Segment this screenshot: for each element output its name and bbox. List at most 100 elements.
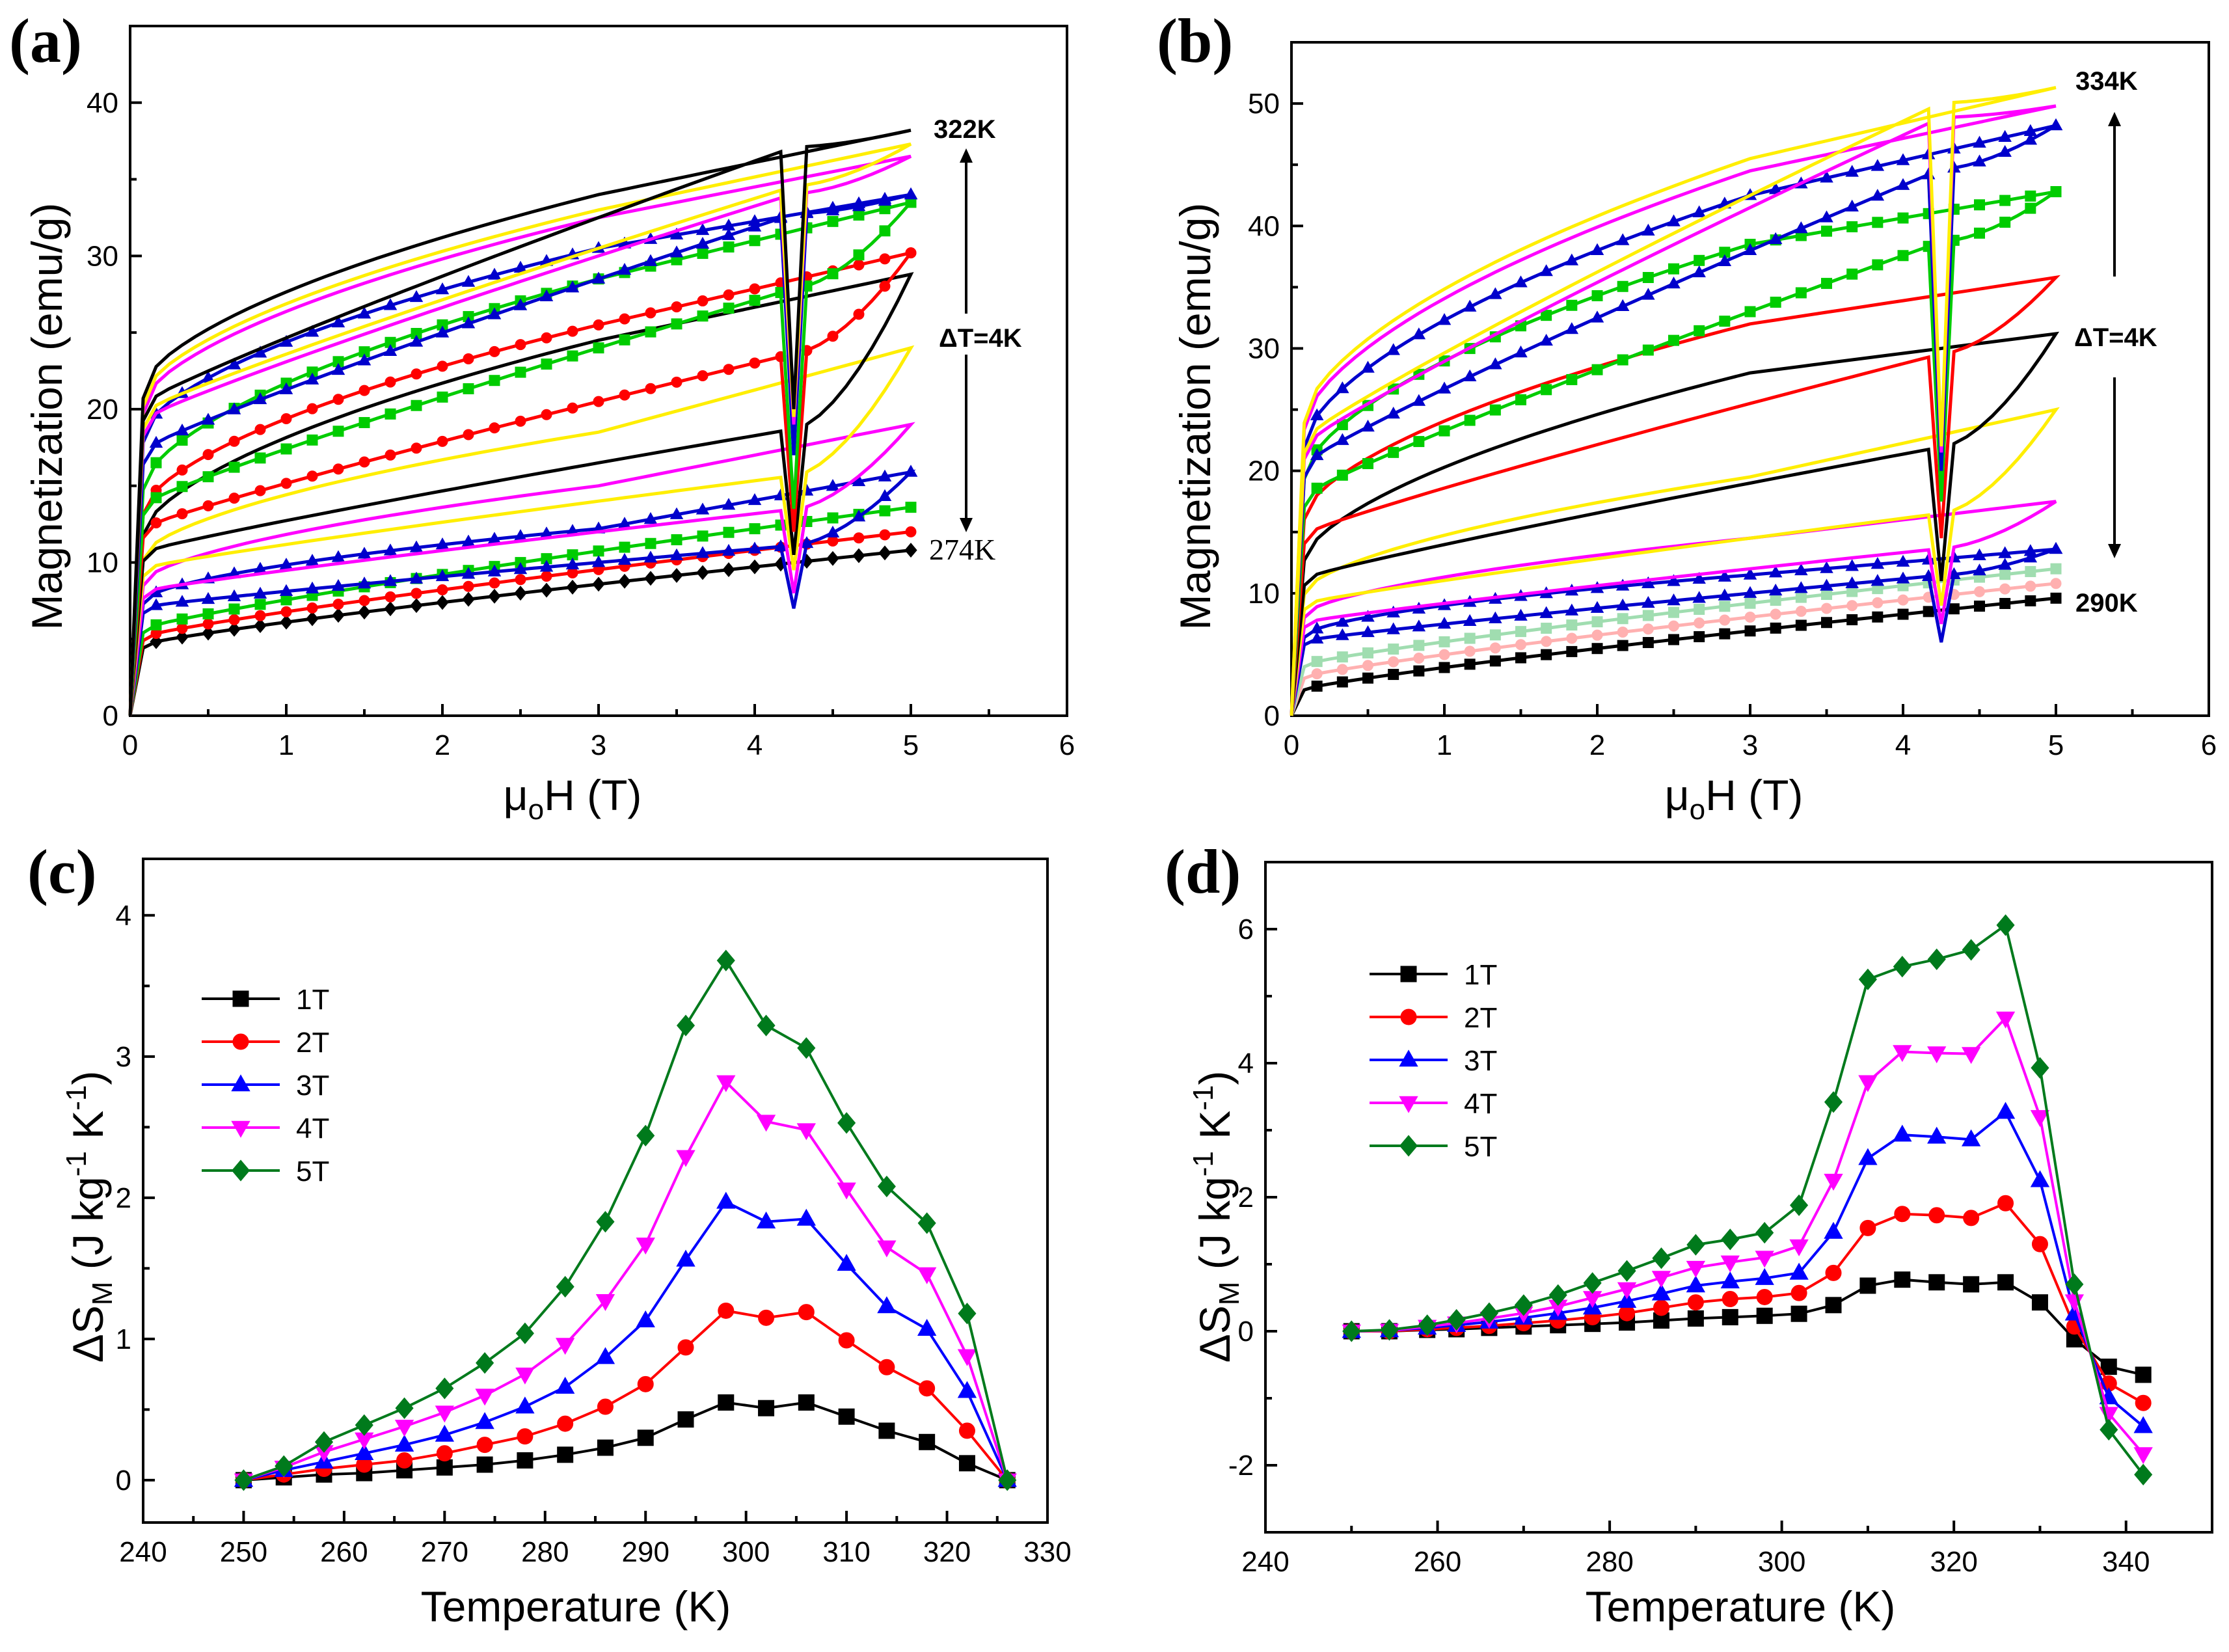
- mh-marker-a: [905, 502, 917, 513]
- mh-marker-a: [176, 613, 188, 625]
- mh-marker-a: [826, 550, 839, 566]
- x-tick-label-c: 280: [521, 1536, 569, 1568]
- mh-marker-b: [1541, 636, 1552, 647]
- mh-marker-b: [1668, 634, 1679, 645]
- point-c-5T: [355, 1414, 373, 1436]
- mh-marker-b: [1386, 605, 1400, 617]
- mh-marker-a: [878, 469, 892, 481]
- mh-marker-b: [1388, 643, 1399, 655]
- mh-marker-b: [1820, 578, 1833, 591]
- mh-marker-b: [1795, 591, 1807, 603]
- mh-marker-b: [1590, 243, 1604, 255]
- mh-marker-a: [279, 382, 293, 394]
- x-axis-label-c: Temperature (K): [421, 1582, 731, 1631]
- mh-marker-b: [2023, 133, 2038, 145]
- x-tick-label-c: 260: [320, 1536, 368, 1568]
- mh-marker-b: [1845, 199, 1859, 211]
- mh-marker-a: [332, 394, 344, 405]
- mh-marker-b: [1846, 614, 1858, 625]
- point-c-5T: [275, 1455, 293, 1477]
- mh-marker-b: [1615, 598, 1630, 611]
- arrowhead-up-a: [960, 148, 973, 163]
- mh-marker-a: [436, 595, 449, 610]
- mh-marker-b: [1744, 611, 1756, 623]
- point-c-4T: [515, 1367, 535, 1385]
- mh-marker-a: [357, 547, 372, 559]
- mh-marker-a: [489, 577, 500, 589]
- mh-marker-b: [1386, 407, 1400, 419]
- mh-marker-a: [748, 541, 762, 554]
- mh-marker-a: [905, 247, 917, 259]
- y-tick-label-c: 3: [116, 1041, 131, 1073]
- mh-marker-b: [1794, 221, 1808, 234]
- mh-marker-a: [176, 464, 188, 476]
- mh-marker-a: [227, 357, 241, 370]
- mh-marker-a: [827, 512, 839, 524]
- mh-marker-a: [697, 295, 709, 306]
- mh-marker-a: [305, 554, 319, 566]
- mh-marker-a: [748, 219, 762, 232]
- mh-marker-b: [2049, 541, 2063, 554]
- mh-marker-a: [852, 548, 865, 563]
- mh-marker-a: [749, 235, 761, 247]
- mh-marker-b: [1336, 469, 1348, 481]
- mh-marker-a: [202, 608, 214, 619]
- mh-marker-a: [488, 588, 501, 604]
- mh-marker-b: [1694, 603, 1705, 615]
- x-axis-label-a: μoH (T): [504, 771, 642, 826]
- point-d-1T: [1790, 1305, 1807, 1322]
- point-d-5T: [1342, 1320, 1361, 1342]
- mh-marker-b: [1615, 578, 1630, 591]
- mh-marker-a: [332, 599, 344, 610]
- x-tick-label-a: 2: [435, 729, 450, 761]
- mh-marker-b: [1692, 205, 1706, 217]
- mh-marker-b: [1617, 640, 1628, 651]
- point-c-3T: [796, 1208, 817, 1226]
- point-d-5T: [1893, 956, 1912, 978]
- mh-marker-a: [748, 493, 762, 506]
- point-d-2T: [1928, 1207, 1945, 1224]
- point-d-4T: [2133, 1447, 2153, 1465]
- mh-marker-a: [853, 308, 865, 320]
- y-tick-label-c: 4: [116, 900, 131, 932]
- point-d-3T: [1755, 1267, 1774, 1285]
- mh-marker-a: [383, 298, 398, 310]
- point-d-3T: [1995, 1102, 2016, 1119]
- legend-c: 1T 2T 3T 4T 5T: [202, 984, 329, 1187]
- point-d-3T: [2133, 1416, 2153, 1433]
- x-tick-label-a: 5: [903, 729, 919, 761]
- mh-marker-b: [1361, 360, 1375, 373]
- mh-marker-a: [332, 608, 345, 623]
- mh-curve-a-290K: [128, 422, 915, 716]
- mh-marker-b: [1872, 259, 1884, 271]
- mh-marker-a: [514, 586, 527, 601]
- mh-marker-a: [383, 344, 398, 357]
- mh-marker-a: [853, 249, 865, 261]
- x-tick-label-d: 240: [1241, 1546, 1289, 1578]
- mh-marker-a: [409, 571, 424, 584]
- point-d-2T: [1619, 1305, 1636, 1321]
- mh-marker-b: [1871, 159, 1885, 171]
- point-c-2T: [878, 1359, 895, 1375]
- mh-marker-b: [1642, 610, 1654, 621]
- mh-marker-a: [305, 581, 319, 594]
- mh-marker-b: [1641, 288, 1655, 300]
- mh-marker-a: [671, 318, 682, 330]
- mh-marker-b: [1973, 563, 1986, 576]
- mh-marker-a: [722, 498, 736, 510]
- mh-marker-b: [1541, 623, 1552, 634]
- point-d-5T: [1418, 1314, 1437, 1336]
- mh-marker-a: [645, 326, 656, 338]
- point-d-5T: [2031, 1057, 2049, 1079]
- mh-marker-b: [1489, 655, 1501, 667]
- annotation-top-a: 322K: [934, 115, 996, 144]
- mh-marker-b: [1718, 254, 1732, 266]
- mh-marker-a: [515, 574, 526, 586]
- legend-label-c: 2T: [296, 1027, 329, 1059]
- mh-marker-b: [1872, 611, 1884, 623]
- mh-marker-a: [643, 254, 658, 266]
- point-d-5T: [1755, 1221, 1774, 1244]
- mh-marker-b: [1845, 559, 1859, 571]
- mh-marker-b: [1820, 561, 1833, 573]
- point-c-3T: [475, 1412, 494, 1429]
